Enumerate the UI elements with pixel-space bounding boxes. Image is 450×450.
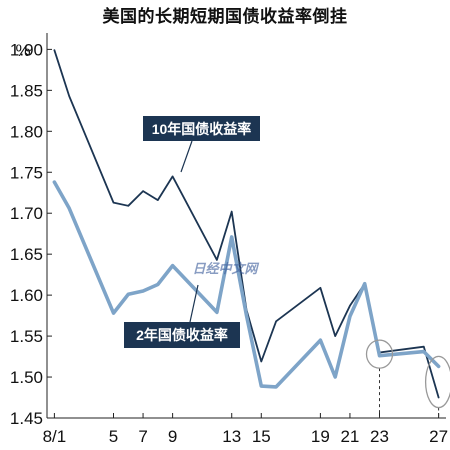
y-tick-label: 1.70 [10,204,43,223]
watermark: 日经中文网 [192,261,259,276]
series-line-10y [53,49,440,399]
series-line-2y [52,180,441,389]
marker-guides-group [379,368,440,418]
y-tick-label: 1.55 [10,327,43,346]
y-tick-label: 1.80 [10,122,43,141]
x-tick-label: 23 [370,427,389,446]
highlight-ellipse [424,355,450,409]
series-label-box-10y [143,116,260,141]
y-tick-label: 1.75 [10,163,43,182]
y-tick-label: 1.65 [10,245,43,264]
series-group [52,49,441,399]
x-ticks-group: 8/1 5 7 9 13 15 19 21 23 27 [43,413,448,446]
y-tick-label: 1.45 [10,409,43,428]
series-label-leader-10y [180,140,193,173]
series-label-leader-2y [189,284,199,323]
y-tick-label: 1.60 [10,286,43,305]
x-tick-label: 8/1 [43,427,67,446]
y-tick-label: 1.50 [10,368,43,387]
highlight-ellipse [365,339,394,369]
y-ticks-group: 1.90 1.85 1.80 1.75 1.70 1.65 1.60 1.55 1.50 1.45 [10,40,52,428]
x-tick-label: 13 [222,427,241,446]
x-tick-label: 7 [138,427,147,446]
y-axis-unit-label: % [15,41,30,60]
x-tick-label: 19 [311,427,330,446]
x-tick-label: 27 [429,427,448,446]
series-label-2y: 2年国债收益率 [136,327,228,343]
y-tick-label: 1.90 [10,40,43,59]
series-labels-group: 10年国债收益率 2年国债收益率 [124,116,260,348]
markers-group [365,339,450,409]
series-label-10y: 10年国债收益率 [152,121,252,137]
x-tick-label: 5 [109,427,118,446]
chart-title: 美国的长期短期国债收益率倒挂 [102,7,348,27]
y-tick-label: 1.85 [10,81,43,100]
x-tick-label: 15 [252,427,271,446]
x-tick-label: 9 [168,427,177,446]
x-tick-label: 21 [340,427,359,446]
series-label-box-2y [124,322,240,348]
